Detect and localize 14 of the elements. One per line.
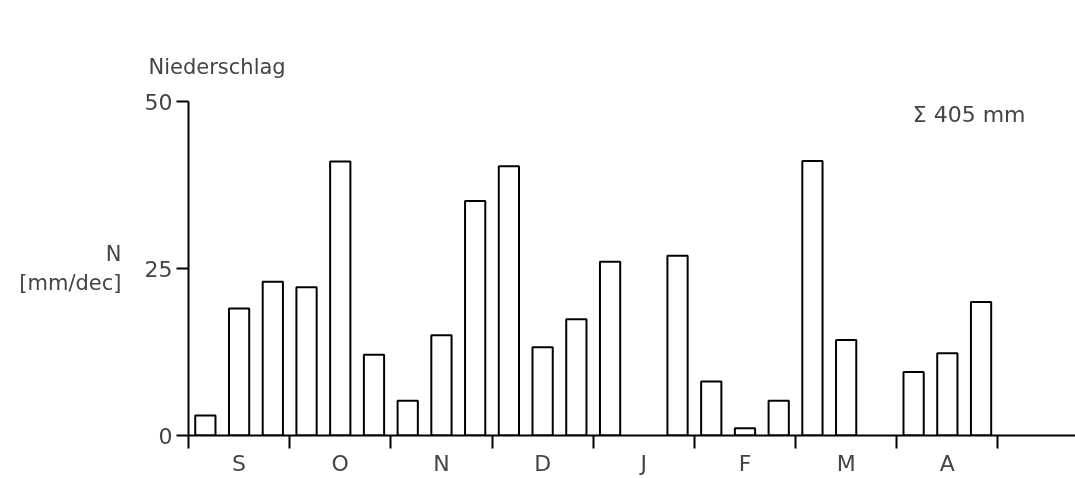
x-tick-label: F [738, 450, 752, 476]
y-tick-label: 0 [158, 423, 173, 449]
y-axis-title: N [mm/dec] [19, 242, 122, 295]
x-tick-label: D [534, 450, 552, 476]
x-tick-label: N [433, 450, 450, 476]
annotation: Σ 405 mm [912, 101, 1026, 127]
y-tick-label: 25 [144, 256, 173, 282]
x-tick-label: A [939, 450, 955, 476]
y-tick-label: 50 [144, 89, 173, 115]
x-tick-label: M [836, 450, 856, 476]
x-tick-label: O [331, 450, 349, 476]
x-tick-label: J [638, 450, 648, 476]
chart-title: Niederschlag [148, 55, 286, 79]
x-tick-label: S [232, 450, 247, 476]
